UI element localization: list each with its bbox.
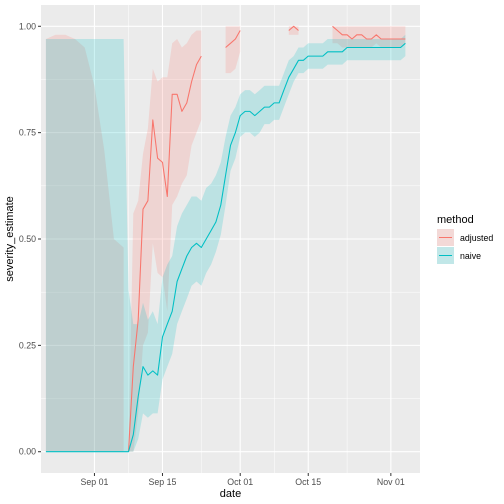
legend-title: method xyxy=(437,214,474,226)
x-tick-label: Oct 15 xyxy=(295,477,321,487)
ribbon-adjusted-2 xyxy=(288,26,299,35)
line-adjusted-1 xyxy=(225,30,241,48)
legend: method adjusted naive xyxy=(437,214,493,264)
line-adjusted-0 xyxy=(127,55,202,452)
y-axis-ticks: 0.00 0.25 0.50 0.75 1.00 xyxy=(19,21,41,457)
x-tick-label: Sep 15 xyxy=(149,477,177,487)
x-tick-label: Sep 01 xyxy=(81,477,109,487)
legend-label-adjusted: adjusted xyxy=(460,233,493,243)
y-tick-label: 0.25 xyxy=(19,340,36,350)
x-axis-ticks: Sep 01 Sep 15 Oct 01 Oct 15 Nov 01 xyxy=(81,473,405,487)
y-tick-label: 0.75 xyxy=(19,128,36,138)
y-tick-label: 1.00 xyxy=(19,21,36,31)
ribbon-adjusted-3 xyxy=(332,26,406,48)
legend-label-naive: naive xyxy=(460,251,481,261)
series-lines xyxy=(45,25,406,453)
x-axis-title: date xyxy=(220,488,241,500)
y-axis-title: severity_estimate xyxy=(4,196,16,282)
x-tick-label: Nov 01 xyxy=(377,477,405,487)
ribbon-adjusted-early xyxy=(45,34,124,452)
ribbon-adjusted-0 xyxy=(128,30,202,452)
x-tick-label: Oct 01 xyxy=(227,477,253,487)
line-naive xyxy=(45,42,406,453)
y-tick-label: 0.00 xyxy=(19,447,36,457)
y-tick-label: 0.50 xyxy=(19,234,36,244)
line-adjusted-3 xyxy=(332,25,406,40)
line-adjusted-2 xyxy=(288,25,299,31)
